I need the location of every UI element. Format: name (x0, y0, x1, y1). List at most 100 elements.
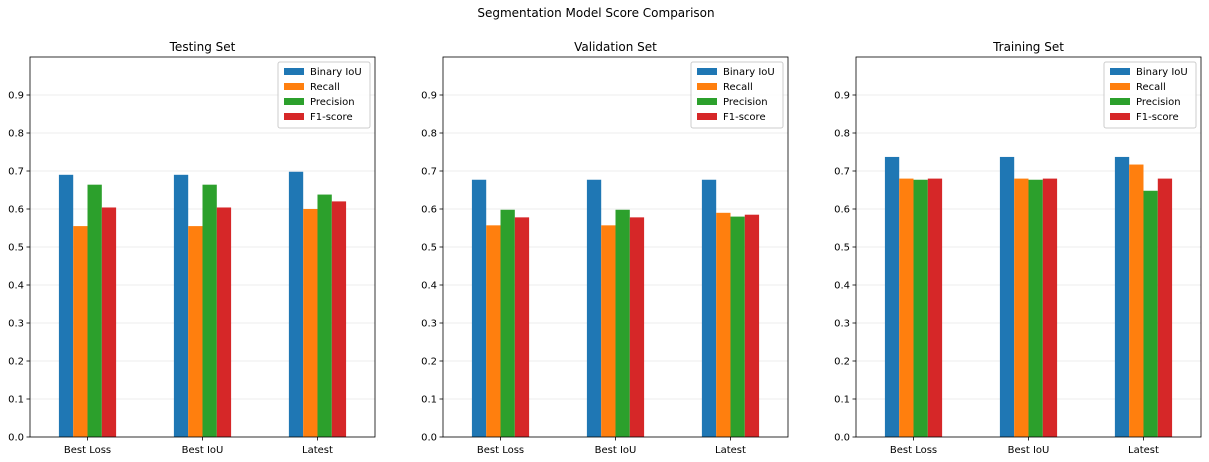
axes-frame (29, 56, 376, 438)
bar-precision-best-iou (1028, 179, 1043, 438)
legend-label-binary-iou: Binary IoU (1136, 67, 1188, 78)
y-tick-label: 0.9 (8, 91, 24, 102)
y-tick-label: 0.8 (8, 129, 24, 140)
bar-recall-best-iou (188, 226, 203, 437)
x-tick-label: Best IoU (1008, 445, 1050, 456)
legend-swatch-precision (284, 98, 304, 105)
panel-title: Testing Set (169, 40, 236, 54)
bar-binary-iou-best-iou (586, 179, 602, 438)
y-tick-label: 0.7 (8, 167, 24, 178)
legend-label-binary-iou: Binary IoU (723, 67, 775, 78)
y-tick-label: 0.6 (421, 205, 437, 216)
bar-precision-best-loss (500, 209, 515, 437)
y-tick-label: 0.3 (8, 319, 24, 330)
legend-swatch-f1-score (697, 113, 717, 120)
legend-label-recall: Recall (1136, 82, 1166, 93)
legend-swatch-recall (1110, 83, 1130, 90)
bar-f1-score-best-iou (629, 217, 645, 437)
y-tick-label: 0.2 (8, 357, 24, 368)
bar-recall-latest (716, 212, 731, 437)
bar-precision-best-iou (615, 209, 630, 437)
legend-box (1103, 61, 1197, 129)
bar-recall-best-iou (1014, 178, 1029, 437)
legend-box (277, 61, 371, 129)
legend-label-recall: Recall (723, 82, 753, 93)
bar-precision-latest (730, 216, 745, 437)
y-tick-label: 0.6 (834, 205, 850, 216)
bar-precision-best-loss (87, 184, 102, 437)
legend: Binary IoU Recall Precision F1-score (690, 61, 784, 129)
legend-swatch-recall (284, 83, 304, 90)
chart-panel-training-set: Training Set 0.0 0.1 0.2 0.3 0.4 0.5 0.6 0.7 0.8 0… (834, 40, 1202, 456)
legend-label-precision: Precision (1136, 97, 1181, 108)
legend-label-precision: Precision (723, 97, 768, 108)
legend: Binary IoU Recall Precision F1-score (277, 61, 371, 129)
bar-f1-score-latest (744, 214, 760, 437)
y-tick-label: 0.3 (421, 319, 437, 330)
bar-recall-best-loss (899, 178, 914, 437)
y-tick-label: 0.5 (834, 243, 850, 254)
y-tick-label: 0.9 (421, 91, 437, 102)
x-tick-label: Latest (1128, 445, 1159, 456)
y-tick-label: 0.1 (834, 395, 850, 406)
chart-panel-validation-set: Validation Set 0.0 0.1 0.2 0.3 0.4 0.5 0.6 0.7 0.… (421, 40, 789, 456)
y-tick-label: 0.3 (834, 319, 850, 330)
chart-panels: Testing Set 0.0 0.1 0.2 0.3 0.4 0.5 0.6 0.7 0.8 0.… (8, 40, 1202, 456)
chart-panel-testing-set: Testing Set 0.0 0.1 0.2 0.3 0.4 0.5 0.6 0.7 0.8 0.… (8, 40, 376, 456)
panel-title: Validation Set (574, 40, 657, 54)
bar-recall-latest (303, 209, 318, 437)
bar-f1-score-latest (1157, 178, 1173, 437)
x-tick-label: Best IoU (595, 445, 637, 456)
legend: Binary IoU Recall Precision F1-score (1103, 61, 1197, 129)
legend-label-binary-iou: Binary IoU (310, 67, 362, 78)
legend-label-recall: Recall (310, 82, 340, 93)
y-tick-label: 0.4 (421, 281, 437, 292)
bar-recall-best-iou (601, 225, 616, 437)
y-tick-label: 0.5 (8, 243, 24, 254)
bar-precision-latest (317, 194, 332, 437)
y-tick-label: 0.0 (8, 433, 24, 444)
bar-recall-best-loss (73, 226, 88, 437)
bar-binary-iou-best-iou (173, 174, 189, 438)
y-tick-label: 0.2 (421, 357, 437, 368)
legend-swatch-binary-iou (284, 68, 304, 75)
y-tick-label: 0.1 (8, 395, 24, 406)
bar-f1-score-latest (331, 201, 347, 437)
bar-f1-score-best-loss (101, 207, 117, 437)
y-tick-label: 0.1 (421, 395, 437, 406)
legend-box (690, 61, 784, 129)
x-tick-label: Best Loss (477, 445, 524, 456)
x-tick-label: Best Loss (890, 445, 937, 456)
x-tick-label: Latest (715, 445, 746, 456)
legend-label-f1-score: F1-score (310, 112, 353, 123)
legend-swatch-precision (1110, 98, 1130, 105)
y-tick-label: 0.9 (834, 91, 850, 102)
bar-recall-best-loss (486, 225, 501, 437)
y-tick-label: 0.8 (834, 129, 850, 140)
y-tick-label: 0.6 (8, 205, 24, 216)
bar-f1-score-best-loss (514, 217, 530, 437)
bar-f1-score-best-iou (1042, 178, 1058, 437)
bar-binary-iou-latest (288, 171, 304, 437)
y-tick-label: 0.0 (834, 433, 850, 444)
figure-title: Segmentation Model Score Comparison (477, 6, 714, 20)
legend-label-f1-score: F1-score (723, 112, 766, 123)
legend-swatch-precision (697, 98, 717, 105)
bar-binary-iou-best-loss (58, 174, 74, 438)
legend-label-f1-score: F1-score (1136, 112, 1179, 123)
legend-swatch-binary-iou (697, 68, 717, 75)
legend-label-precision: Precision (310, 97, 355, 108)
bar-binary-iou-latest (1114, 156, 1130, 437)
x-tick-label: Latest (302, 445, 333, 456)
bar-f1-score-best-loss (927, 178, 943, 437)
y-tick-label: 0.4 (8, 281, 24, 292)
panel-title: Training Set (992, 40, 1064, 54)
legend-swatch-f1-score (284, 113, 304, 120)
bar-binary-iou-best-loss (884, 156, 900, 437)
bar-precision-best-iou (202, 184, 217, 437)
legend-swatch-binary-iou (1110, 68, 1130, 75)
y-tick-label: 0.2 (834, 357, 850, 368)
y-tick-label: 0.4 (834, 281, 850, 292)
axes-frame (442, 56, 789, 438)
